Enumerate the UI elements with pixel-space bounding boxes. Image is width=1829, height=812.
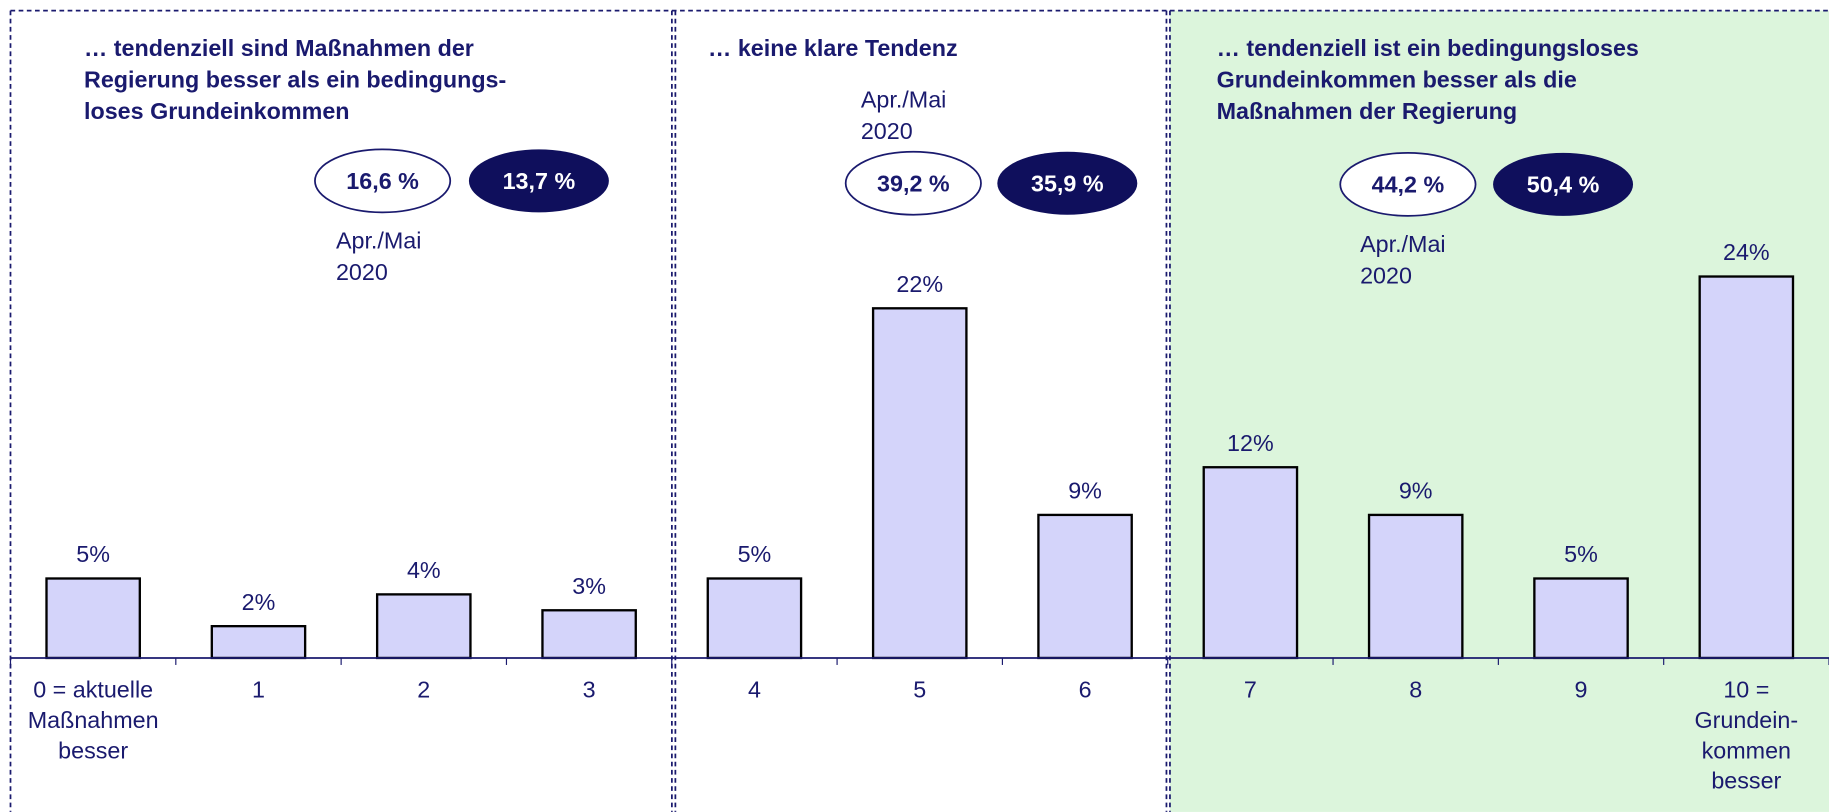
bar <box>375 593 472 660</box>
bar <box>210 625 307 660</box>
value-label: 2% <box>242 589 276 615</box>
bar <box>706 577 803 660</box>
current-value: 35,9 % <box>1031 170 1104 196</box>
value-label: 9% <box>1399 478 1433 504</box>
previous-label: Apr./Mai 2020 <box>1360 231 1446 288</box>
previous-value: 44,2 % <box>1372 172 1445 198</box>
bar <box>1037 513 1133 660</box>
current-value: 13,7 % <box>503 168 576 194</box>
x-tick-label: 9 <box>1575 677 1588 703</box>
current-pill <box>997 151 1138 215</box>
value-label: 24% <box>1723 239 1770 265</box>
bar <box>1533 577 1629 660</box>
x-tick-label: 7 <box>1244 677 1257 703</box>
previous-label: Apr./Mai 2020 <box>861 86 947 143</box>
x-tick-label: 0 = aktuelle Maßnahmen besser <box>28 677 159 764</box>
previous-value: 16,6 % <box>346 168 419 194</box>
x-tick-label: 2 <box>417 677 430 703</box>
current-pill <box>1493 152 1634 216</box>
x-tick-label: 4 <box>748 677 761 703</box>
panel-borders <box>9 9 1829 812</box>
panel-title: … tendenziell sind Maßnahmen der Regierun… <box>84 35 506 124</box>
previous-pill <box>314 148 452 214</box>
value-label: 5% <box>76 541 110 567</box>
bar <box>1367 513 1464 660</box>
x-tick-label: 6 <box>1079 677 1092 703</box>
value-label: 22% <box>896 271 943 297</box>
value-label: 3% <box>572 573 606 599</box>
current-value: 50,4 % <box>1527 172 1600 198</box>
value-label: 12% <box>1227 430 1274 456</box>
bar <box>871 307 968 660</box>
bar <box>45 577 141 660</box>
x-tick-label: 8 <box>1409 677 1422 703</box>
previous-label: Apr./Mai 2020 <box>336 228 422 285</box>
previous-value: 39,2 % <box>877 170 950 196</box>
value-label: 9% <box>1068 478 1102 504</box>
previous-pill <box>844 150 982 216</box>
x-tick-label: 5 <box>913 677 926 703</box>
panel-title: … tendenziell ist ein bedingungsloses Gru… <box>1217 35 1639 124</box>
previous-pill <box>1339 152 1477 217</box>
value-label: 5% <box>738 541 772 567</box>
bar <box>541 609 637 660</box>
value-label: 5% <box>1564 541 1598 567</box>
x-tick-label: 3 <box>583 677 596 703</box>
x-tick-label: 1 <box>252 677 265 703</box>
current-pill <box>468 149 609 213</box>
value-label: 4% <box>407 557 441 583</box>
x-tick-label: 10 = Grundein-kommen besser <box>1695 677 1799 794</box>
panel-title: … keine klare Tendenz <box>708 35 958 61</box>
bar <box>1202 466 1299 660</box>
bar <box>1698 275 1795 660</box>
